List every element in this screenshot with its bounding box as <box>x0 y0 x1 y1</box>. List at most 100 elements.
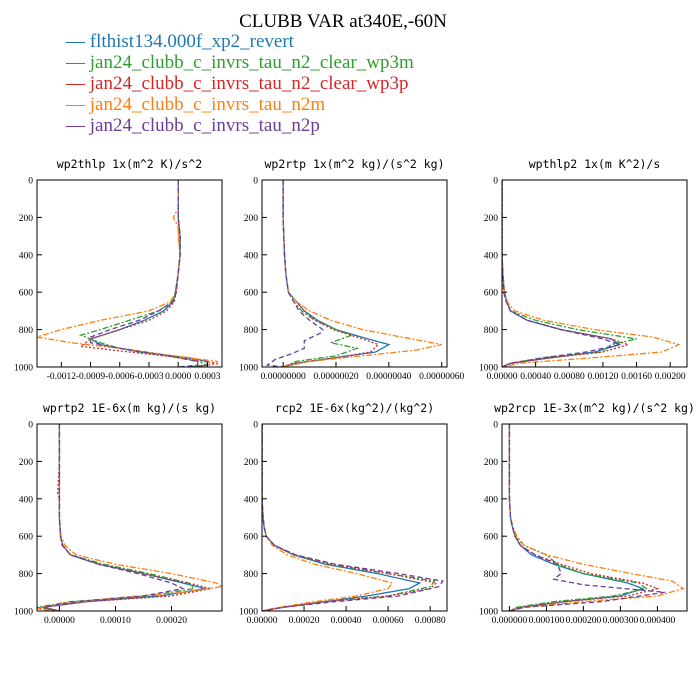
y-tick-label: 1000 <box>14 608 33 618</box>
x-tick-label: 0.00120 <box>587 372 618 382</box>
legend-entry-2: — jan24_clubb_c_invrs_tau_n2_clear_wp3m <box>65 52 414 73</box>
legend-entry-3: — jan24_clubb_c_invrs_tau_n2_clear_wp3p <box>65 73 408 94</box>
y-tick-label: 200 <box>244 214 259 224</box>
series-line-5 <box>89 180 199 367</box>
plot-frame <box>261 179 448 368</box>
series-line-2 <box>37 424 196 611</box>
series-line-1 <box>262 424 422 611</box>
panel-5: rcp2 1E-6x(kg^2)/(kg^2) 0 200 400 600 800 1000… <box>239 401 448 626</box>
y-tick-label: 200 <box>19 458 34 468</box>
y-tick-label: 800 <box>244 326 259 336</box>
curves <box>37 424 222 611</box>
y-tick-label: 200 <box>484 214 499 224</box>
panel-title: wpthlp2 1x(m K^2)/s <box>529 157 661 171</box>
y-tick-label: 600 <box>19 289 34 299</box>
series-line-3 <box>282 180 380 367</box>
series-line-1 <box>282 180 391 367</box>
series-line-5 <box>502 180 623 367</box>
x-tick-label: 0.00040 <box>520 372 551 382</box>
y-tick-label: 0 <box>28 421 33 431</box>
y-tick-label: 0 <box>253 421 258 431</box>
panel-title: rcp2 1E-6x(kg^2)/(kg^2) <box>275 401 434 415</box>
y-tick-label: 0 <box>493 177 498 187</box>
y-tick-label: 1000 <box>239 608 258 618</box>
x-tick-label: 0.00000 <box>487 372 518 382</box>
legend-entry-1: — flthist134.000f_xp2_revert <box>65 31 295 52</box>
curves <box>502 180 681 367</box>
x-tick-label: 0.00010 <box>100 616 131 626</box>
x-tick-label: 0.00060 <box>373 616 404 626</box>
series-line-5 <box>265 180 324 367</box>
series-line-2 <box>262 424 436 611</box>
panels: wp2thlp 1x(m^2 K)/s^2 0 200 400 600 800 1000 -0… <box>14 157 695 626</box>
y-tick-label: 400 <box>244 251 259 261</box>
plot-frame <box>36 423 223 612</box>
series-line-1 <box>42 424 206 611</box>
panel-title: wprtp2 1E-6x(m kg)/(s kg) <box>43 401 216 415</box>
x-tick-label: 0.00040 <box>331 616 362 626</box>
y-tick-label: 1000 <box>479 608 498 618</box>
x-tick-label: 0.00160 <box>621 372 652 382</box>
y-tick-label: 200 <box>19 214 34 224</box>
y-tick-label: 200 <box>244 458 259 468</box>
series-line-3 <box>42 424 211 611</box>
y-tick-label: 0 <box>28 177 33 187</box>
y-tick-label: 800 <box>19 326 34 336</box>
y-tick-label: 200 <box>484 458 499 468</box>
x-tick-label: 0.000200 <box>566 616 602 626</box>
y-tick-label: 1000 <box>14 364 33 374</box>
x-tick-label: 0.00000 <box>247 616 278 626</box>
series-line-3 <box>79 180 218 367</box>
x-tick-label: 0.00080 <box>554 372 585 382</box>
y-tick-label: 600 <box>244 533 259 543</box>
series-line-4 <box>37 424 222 611</box>
panel-1: wp2thlp 1x(m^2 K)/s^2 0 200 400 600 800 1000 -0… <box>14 157 223 382</box>
panel-title: wp2rcp 1E-3x(m^2 kg)/(s^2 kg) <box>494 401 695 415</box>
x-tick-label: 0.00000020 <box>313 372 358 382</box>
plot-frame <box>501 179 688 368</box>
y-tick-label: 600 <box>484 289 499 299</box>
legend-entry-5: — jan24_clubb_c_invrs_tau_n2p <box>65 115 320 136</box>
y-tick-label: 400 <box>484 495 499 505</box>
x-tick-label: 0.000300 <box>603 616 639 626</box>
x-tick-label: 0.00000060 <box>419 372 464 382</box>
panel-4: wprtp2 1E-6x(m kg)/(s kg) 0 200 400 600 800 10… <box>14 401 223 626</box>
series-line-2 <box>282 180 360 367</box>
y-tick-label: 400 <box>484 251 499 261</box>
y-tick-label: 800 <box>19 570 34 580</box>
x-tick-label: 0.000100 <box>529 616 565 626</box>
x-tick-label: 0.00020 <box>156 616 187 626</box>
series-line-2 <box>502 180 637 367</box>
legend-entry-4: — jan24_clubb_c_invrs_tau_n2m <box>65 94 325 115</box>
curves <box>265 180 442 367</box>
y-tick-label: 800 <box>244 570 259 580</box>
series-line-4 <box>282 180 442 367</box>
panel-title: wp2rtp 1x(m^2 kg)/(s^2 kg) <box>264 157 444 171</box>
x-tick-label: 0.00000 <box>44 616 75 626</box>
y-tick-label: 400 <box>244 495 259 505</box>
series-line-1 <box>508 424 645 611</box>
curves <box>37 180 218 367</box>
y-tick-label: 800 <box>484 570 499 580</box>
series-line-4 <box>262 424 394 611</box>
y-tick-label: 400 <box>19 495 34 505</box>
x-tick-label: -0.0006 <box>105 372 135 382</box>
series-line-4 <box>508 424 685 611</box>
y-tick-label: 600 <box>484 533 499 543</box>
series-line-5 <box>262 424 444 611</box>
panel-title: wp2thlp 1x(m^2 K)/s^2 <box>57 157 202 171</box>
curves <box>508 424 685 611</box>
y-tick-label: 1000 <box>239 364 258 374</box>
series-line-1 <box>89 180 209 367</box>
curves <box>262 424 444 611</box>
series-line-3 <box>262 424 438 611</box>
x-tick-label: 0.0000 <box>165 372 191 382</box>
panel-6: wp2rcp 1E-3x(m^2 kg)/(s^2 kg) 0 200 400 600 8… <box>479 401 695 626</box>
x-tick-label: -0.0009 <box>76 372 106 382</box>
x-tick-label: -0.0012 <box>47 372 77 382</box>
y-tick-label: 0 <box>493 421 498 431</box>
x-tick-label: 0.000400 <box>640 616 676 626</box>
y-tick-label: 0 <box>253 177 258 187</box>
series-line-4 <box>37 180 218 367</box>
